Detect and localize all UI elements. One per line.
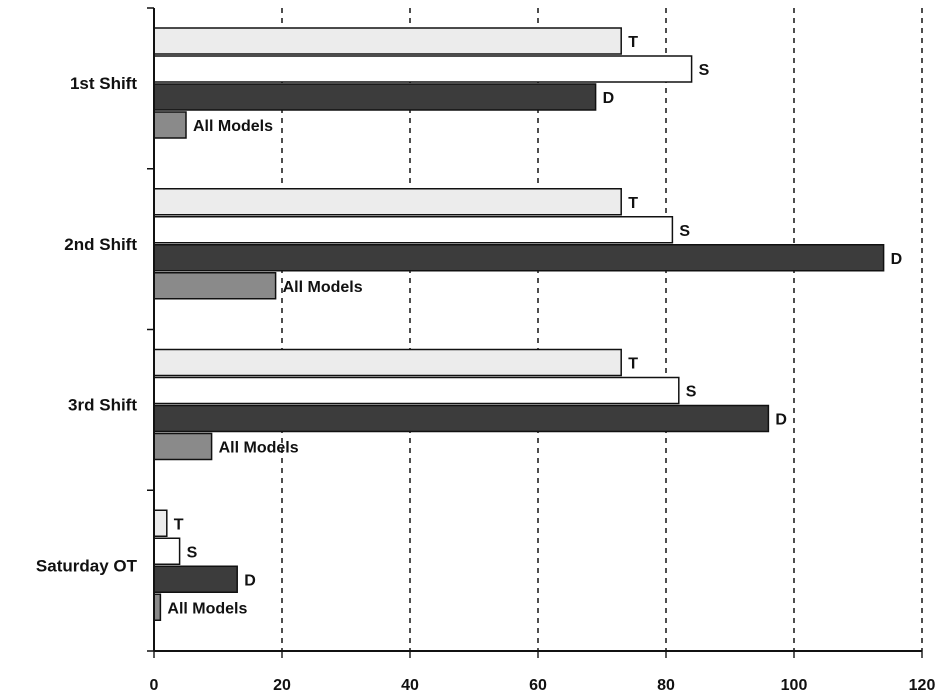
bar-label-1-3: D (603, 90, 615, 107)
x-tick-label-0: 0 (150, 677, 159, 694)
bar-3-4 (153, 432, 213, 461)
bar-4-1 (153, 509, 168, 537)
bar-label-3-2: S (686, 384, 697, 401)
bar-4-3 (153, 565, 238, 593)
x-tick-label-40: 40 (401, 677, 419, 694)
x-tick-label-60: 60 (529, 677, 547, 694)
bar-label-4-1: T (174, 516, 184, 533)
bar-2-2 (153, 216, 674, 244)
bar-label-3-3: D (775, 412, 787, 429)
category-label-4: Saturday OT (36, 556, 138, 575)
bar-label-2-3: D (891, 251, 903, 268)
bar-3-3 (153, 404, 770, 433)
bar-label-2-4: All Models (283, 279, 363, 296)
category-label-1: 1st Shift (70, 74, 137, 93)
x-tick-label-100: 100 (781, 677, 808, 694)
bar-label-1-4: All Models (193, 118, 273, 135)
category-label-2: 2nd Shift (64, 235, 137, 254)
x-tick-label-20: 20 (273, 677, 291, 694)
x-tick-label-120: 120 (909, 677, 936, 694)
bar-label-4-4: All Models (167, 600, 247, 617)
bar-label-4-3: D (244, 572, 256, 589)
bar-4-2 (153, 537, 181, 565)
bar-label-3-1: T (628, 356, 638, 373)
category-label-3: 3rd Shift (68, 396, 137, 415)
bar-1-2 (153, 55, 693, 83)
bar-2-3 (153, 244, 885, 272)
bar-1-4 (153, 111, 187, 139)
bar-2-4 (153, 272, 277, 300)
gridlines (281, 8, 923, 651)
bar-3-2 (153, 376, 680, 405)
bar-label-3-4: All Models (219, 440, 299, 457)
bar-1-3 (153, 83, 597, 111)
bar-label-4-2: S (187, 544, 198, 561)
x-tick-label-80: 80 (657, 677, 675, 694)
bar-3-1 (153, 348, 622, 377)
bar-label-2-2: S (679, 223, 690, 240)
bar-label-2-1: T (628, 195, 638, 212)
axes (147, 7, 923, 658)
bars (153, 27, 885, 621)
bar-1-1 (153, 27, 622, 55)
bar-label-1-2: S (699, 62, 710, 79)
bar-label-1-1: T (628, 34, 638, 51)
bar-2-1 (153, 188, 622, 216)
